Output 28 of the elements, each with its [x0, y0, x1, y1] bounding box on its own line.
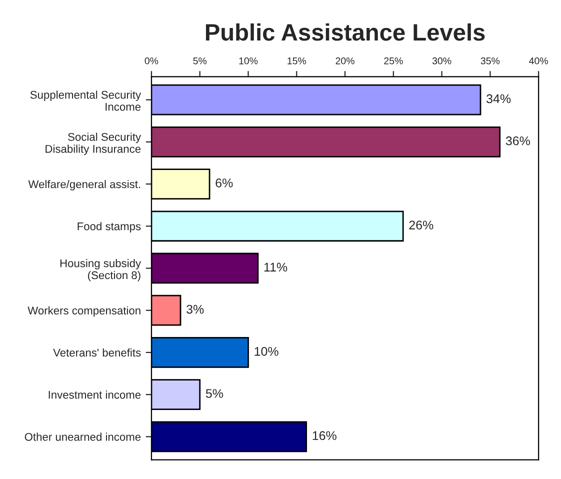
- x-tick-label: 35%: [480, 57, 500, 64]
- data-label: 16%: [312, 431, 336, 440]
- data-label: 26%: [409, 220, 434, 230]
- y-tick-label: Food stamps: [78, 222, 141, 232]
- data-label: 6%: [216, 178, 233, 188]
- y-tick-label: Social Security Disability Insurance: [46, 132, 142, 156]
- x-tick-label: 30%: [432, 57, 452, 64]
- y-tick-label: Supplemental Security Income: [30, 90, 142, 111]
- x-tick-label: 15%: [288, 57, 306, 64]
- x-tick-label: 40%: [529, 57, 548, 64]
- y-tick-label: Investment income: [48, 390, 141, 399]
- x-tick-label: 0%: [144, 57, 158, 64]
- data-label: 34%: [486, 94, 511, 104]
- x-tick-label: 10%: [239, 57, 258, 64]
- data-label: 3%: [186, 304, 204, 314]
- y-tick-label: Workers compensation: [28, 306, 140, 317]
- y-tick-label: Welfare/general assist.: [28, 180, 140, 190]
- data-label: 10%: [254, 346, 278, 356]
- y-tick-label: Other unearned income: [24, 432, 141, 441]
- x-tick-label: 5%: [193, 57, 207, 64]
- x-tick-label: 25%: [384, 57, 403, 64]
- y-tick-label: Veterans' benefits: [53, 348, 141, 357]
- y-tick-label: Housing subsidy (Section 8): [60, 259, 142, 282]
- data-label: 5%: [206, 389, 224, 398]
- data-label: 11%: [264, 262, 288, 272]
- x-tick-label: 20%: [336, 57, 354, 64]
- chart-title: Public Assistance Levels: [206, 23, 485, 41]
- data-label: 36%: [506, 136, 530, 146]
